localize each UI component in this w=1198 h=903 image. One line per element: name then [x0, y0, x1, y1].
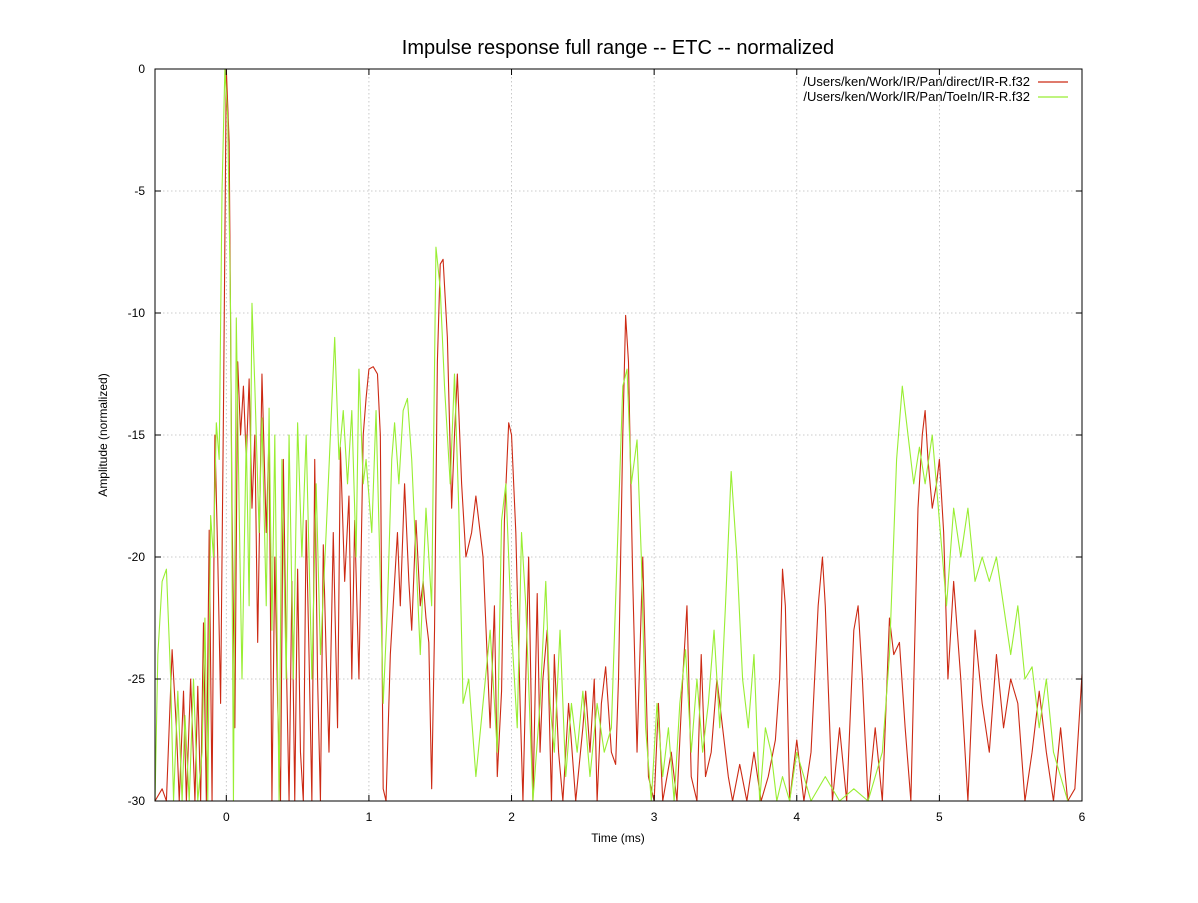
series-line-2: [154, 68, 1082, 802]
x-tick-label: 4: [793, 810, 800, 824]
x-tick-label: 6: [1079, 810, 1086, 824]
legend-label-1: /Users/ken/Work/IR/Pan/direct/IR-R.f32: [803, 74, 1030, 89]
y-tick-label: -15: [128, 428, 146, 442]
x-tick-label: 2: [508, 810, 515, 824]
y-tick-label: -10: [128, 306, 146, 320]
chart-title: Impulse response full range -- ETC -- no…: [402, 37, 834, 59]
series-lines: [154, 68, 1083, 802]
axis-ticks: 0 1 2 3 4 5 6 0 -5 -10 -15 -20 -25 -30: [128, 62, 1086, 824]
x-axis-label: Time (ms): [591, 831, 645, 845]
y-tick-label: -30: [128, 794, 146, 808]
y-tick-label: -25: [128, 672, 146, 686]
x-tick-label: 3: [651, 810, 658, 824]
y-axis-label: Amplitude (normalized): [96, 373, 110, 496]
x-tick-label: 5: [936, 810, 943, 824]
legend-label-2: /Users/ken/Work/IR/Pan/ToeIn/IR-R.f32: [803, 89, 1030, 104]
legend: /Users/ken/Work/IR/Pan/direct/IR-R.f32/U…: [803, 74, 1068, 104]
x-tick-label: 1: [366, 810, 373, 824]
y-tick-label: -5: [134, 184, 145, 198]
x-tick-label: 0: [223, 810, 230, 824]
series-line-1: [154, 68, 1083, 802]
y-tick-label: 0: [138, 62, 145, 76]
y-tick-label: -20: [128, 550, 146, 564]
